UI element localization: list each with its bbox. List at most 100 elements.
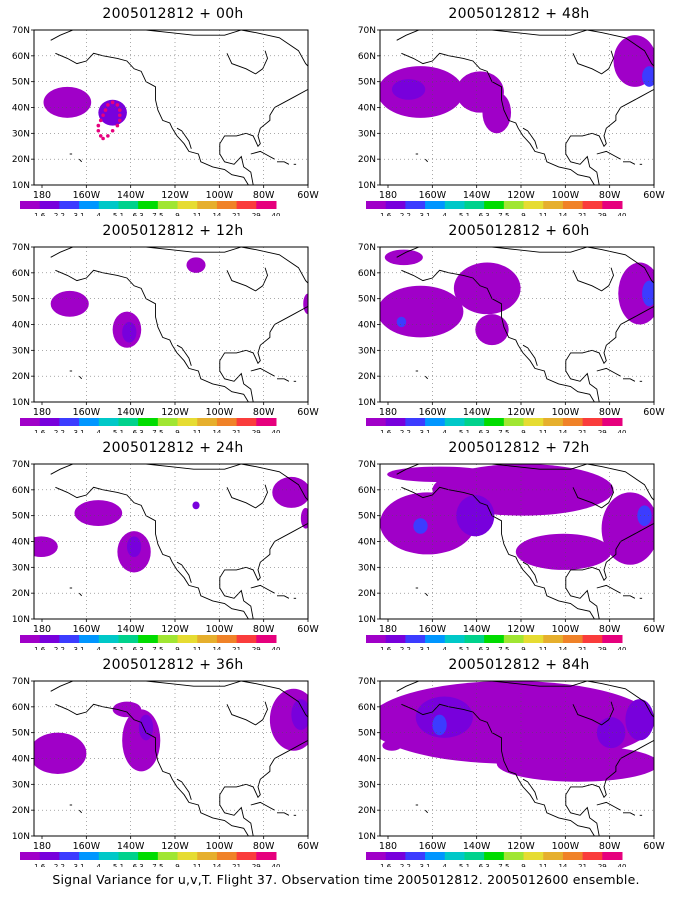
colorbar-label: 2.2 [54,429,65,433]
coastline [522,344,538,366]
x-tick-label: 140W [463,190,491,201]
x-tick-label: 60W [643,624,665,635]
y-tick-label: 30N [358,780,376,790]
coastline [55,52,249,185]
forecast-panel: 2005012812 + 48h 180 160W 140W 120W 100W 80W 60… [346,0,692,216]
colorbar-label: 11 [193,646,202,650]
colorbar-swatch [464,201,485,209]
coastline [623,161,636,165]
panel-title: 2005012812 + 84h [448,657,590,673]
panel-title: 2005012812 + 72h [448,440,590,456]
colorbar-swatch [98,201,119,209]
colorbar-label: 1.6 [380,429,392,433]
colorbar-label: 7.5 [498,212,509,216]
colorbar-label: 3.1 [420,212,431,216]
colorbar-swatch [236,635,257,643]
colorbar-label: 40 [618,429,627,433]
coastline [250,150,275,160]
panel-title: 2005012812 + 24h [102,440,244,456]
colorbar-label: 40 [618,646,627,650]
variance-region [382,740,402,751]
flight-track-point [96,128,101,133]
variance-region [432,714,447,736]
flight-track-point [98,134,103,138]
variance-region [291,699,308,731]
colorbar-label: 1.6 [34,212,46,216]
flight-track-point [103,108,108,112]
colorbar-label: 29 [598,212,607,216]
variance-region [415,696,473,738]
y-tick-label: 60N [358,269,376,279]
y-tick-label: 40N [358,104,376,114]
coastline [78,158,83,163]
variance-region [122,321,137,343]
colorbar-label: 3.1 [74,863,85,867]
colorbar-label: 5.1 [113,863,124,867]
coastline [55,486,249,619]
flight-track-point [98,118,103,123]
colorbar-label: 11 [539,646,548,650]
colorbar-label: 6.3 [133,646,144,650]
y-tick-label: 20N [358,372,376,382]
y-tick-label: 30N [12,129,30,139]
coastline [623,595,636,599]
x-tick-label: 180 [379,407,397,418]
colorbar-label: 5.1 [459,212,470,216]
colorbar-swatch [523,635,544,643]
colorbar-swatch [39,635,60,643]
colorbar-label: 4 [443,212,448,216]
variance-region [380,285,464,338]
colorbar-label: 14 [212,863,221,867]
coastline [78,809,83,814]
colorbar-swatch [484,418,505,426]
x-tick-label: 60W [297,407,319,418]
x-tick-label: 160W [73,190,101,201]
colorbar-swatch [236,201,257,209]
x-tick-label: 140W [463,841,491,852]
colorbar-label: 21 [578,863,587,867]
colorbar-label: 6.3 [133,863,144,867]
colorbar-label: 4 [443,863,448,867]
coastline [226,50,268,75]
colorbar-label: 11 [193,429,202,433]
colorbar-swatch [256,852,277,860]
colorbar-swatch [98,418,119,426]
colorbar-label: 29 [252,429,261,433]
coastline [424,158,429,163]
colorbar-label: 11 [539,212,548,216]
coastline [78,592,83,597]
variance-region [515,533,612,570]
colorbar-label: 5.1 [113,212,124,216]
x-tick-label: 120W [161,841,189,852]
colorbar-label: 7.5 [498,429,509,433]
x-tick-label: 60W [297,624,319,635]
x-tick-label: 160W [419,190,447,201]
variance-map: 180 160W 140W 120W 100W 80W 60W 10N 20N 30N 40N 50N… [12,460,320,650]
coastline [401,269,595,402]
colorbar-label: 4 [97,212,102,216]
coastline [226,484,268,509]
colorbar-swatch [464,418,485,426]
flight-track-point [101,136,105,141]
y-tick-label: 40N [12,755,30,765]
coastline [50,30,308,185]
colorbar-label: 5.1 [459,646,470,650]
x-tick-label: 60W [643,841,665,852]
colorbar-label: 4 [443,429,448,433]
colorbar-swatch [543,201,564,209]
colorbar-swatch [562,201,584,209]
variance-region [596,717,626,749]
colorbar-swatch [582,852,603,860]
y-tick-label: 50N [12,78,30,88]
panel-title: 2005012812 + 60h [448,223,590,239]
x-tick-label: 160W [419,841,447,852]
x-tick-label: 140W [117,407,145,418]
variance-region [625,699,654,741]
colorbar-label: 4 [97,646,102,650]
colorbar-label: 11 [539,429,548,433]
colorbar-swatch [464,852,485,860]
colorbar-swatch [503,635,525,643]
variance-region [642,66,654,87]
x-tick-label: 80W [599,841,621,852]
colorbar-label: 1.6 [380,863,392,867]
